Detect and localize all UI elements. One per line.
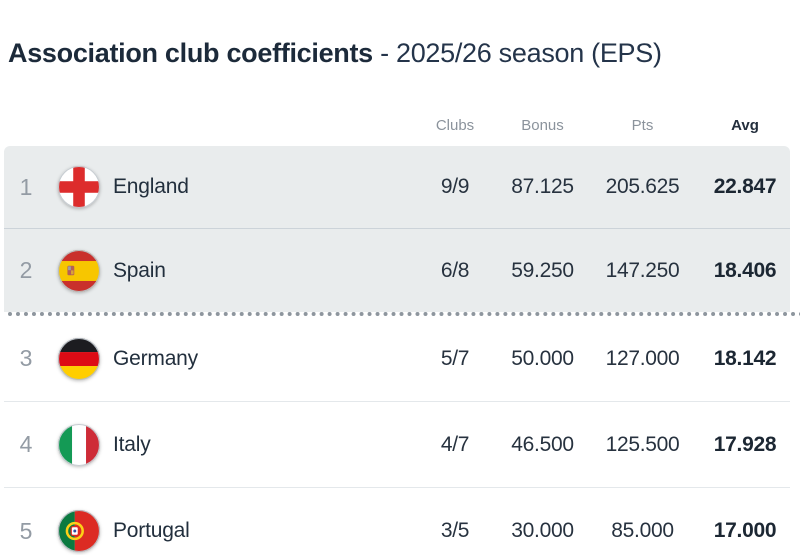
- page-title-main: Association club coefficients: [8, 38, 373, 68]
- other-associations-block: 3 Germany 5/7 50.000 127.000 18.142: [4, 316, 790, 555]
- avg-value: 22.847: [713, 175, 777, 198]
- column-header-clubs: Clubs: [435, 117, 475, 134]
- team-cell: Italy: [54, 423, 410, 466]
- portugal-flag-icon: [58, 510, 100, 552]
- column-header-bonus: Bonus: [521, 117, 564, 134]
- pts-value: 85.000: [611, 519, 674, 542]
- bonus-value: 59.250: [511, 258, 574, 282]
- bonus-value: 87.125: [511, 175, 574, 198]
- bonus-value: 50.000: [511, 346, 574, 370]
- team-cell: Portugal: [54, 510, 410, 552]
- avg-value: 18.142: [713, 346, 777, 370]
- pts-value: 147.250: [605, 258, 680, 282]
- avg-value: 17.928: [713, 432, 777, 456]
- country-name: Portugal: [113, 519, 190, 542]
- spain-flag-icon: [58, 249, 100, 292]
- pts-value: 125.500: [605, 432, 680, 456]
- country-name: Spain: [113, 258, 166, 282]
- rank-label: 3: [19, 345, 33, 371]
- table-row[interactable]: 4 Italy 4/7 46.500 125.500 17.928: [4, 402, 790, 488]
- coefficients-table: 1 England 9/9 87.125 205.625 22.847: [4, 146, 800, 555]
- pts-value: 127.000: [605, 346, 680, 370]
- england-flag-icon: [58, 166, 100, 208]
- column-header-row: Clubs Bonus Pts Avg: [4, 70, 790, 146]
- page-title: Association club coefficients - 2025/26 …: [8, 36, 800, 70]
- country-name: Italy: [113, 432, 151, 456]
- rank-label: 1: [19, 173, 33, 200]
- rank-label: 2: [19, 257, 33, 283]
- team-cell: Germany: [54, 337, 410, 380]
- bonus-value: 30.000: [511, 519, 574, 542]
- page-title-season: - 2025/26 season (EPS): [380, 38, 662, 68]
- pts-value: 205.625: [605, 175, 680, 198]
- rank-label: 5: [19, 517, 33, 544]
- column-header-avg: Avg: [731, 117, 759, 134]
- bonus-value: 46.500: [511, 432, 574, 456]
- clubs-value: 3/5: [440, 519, 470, 542]
- country-name: Germany: [113, 346, 198, 370]
- table-row[interactable]: 1 England 9/9 87.125 205.625 22.847: [4, 146, 790, 229]
- germany-flag-icon: [58, 337, 100, 380]
- table-row[interactable]: 3 Germany 5/7 50.000 127.000 18.142: [4, 316, 790, 402]
- column-header-pts: Pts: [631, 117, 654, 134]
- qualified-associations-block: 1 England 9/9 87.125 205.625 22.847: [4, 146, 790, 312]
- clubs-value: 5/7: [440, 346, 470, 370]
- table-row[interactable]: 5 Portugal 3/5 30.000 85.000: [4, 488, 790, 555]
- team-cell: England: [54, 166, 410, 208]
- team-cell: Spain: [54, 249, 410, 292]
- table-row[interactable]: 2 Spain 6/8 59.250 1: [4, 229, 790, 312]
- avg-value: 17.000: [713, 519, 777, 542]
- qualification-cutoff-line: [8, 312, 800, 316]
- rank-label: 4: [19, 431, 33, 457]
- clubs-value: 9/9: [440, 175, 470, 198]
- italy-flag-icon: [58, 423, 100, 466]
- country-name: England: [113, 175, 189, 198]
- avg-value: 18.406: [713, 258, 777, 282]
- clubs-value: 6/8: [440, 258, 470, 282]
- clubs-value: 4/7: [440, 432, 470, 456]
